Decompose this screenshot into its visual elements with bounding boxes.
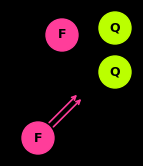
Text: F: F bbox=[34, 131, 42, 144]
Circle shape bbox=[99, 12, 131, 44]
Circle shape bbox=[22, 122, 54, 154]
Circle shape bbox=[46, 19, 78, 51]
Text: F: F bbox=[58, 29, 66, 42]
Circle shape bbox=[99, 56, 131, 88]
Text: Q: Q bbox=[110, 22, 120, 35]
Text: Q: Q bbox=[110, 66, 120, 79]
